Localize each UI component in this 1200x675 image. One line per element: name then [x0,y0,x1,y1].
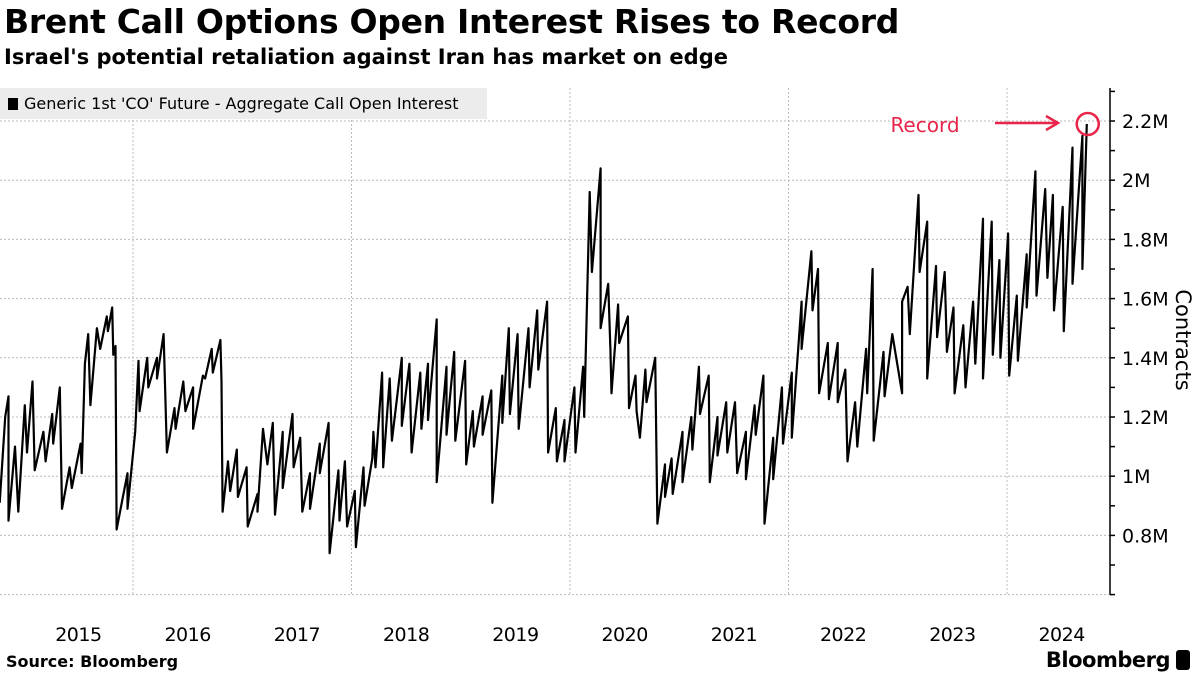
logo-text: Bloomberg [1045,648,1171,672]
record-annotation: Record [890,111,1101,137]
y-axis-label: Contracts [1171,289,1195,390]
bloomberg-mark-icon [1176,650,1190,670]
record-label: Record [890,113,959,137]
x-tick-label: 2018 [383,624,429,646]
bloomberg-logo: Bloomberg [1046,648,1190,672]
y-tick-label: 1.6M [1122,289,1169,311]
y-tick-label: 1M [1122,466,1150,488]
x-tick-label: 2015 [55,624,101,646]
x-tick-label: 2017 [274,624,320,646]
x-tick-label: 2016 [164,624,210,646]
x-tick-label: 2019 [492,624,538,646]
legend-label: Generic 1st 'CO' Future - Aggregate Call… [24,94,459,113]
record-circle [1075,111,1101,137]
x-tick-label: 2023 [929,624,975,646]
y-tick-label: 1.2M [1122,407,1169,429]
legend-swatch [8,97,18,110]
y-axis: 0.8M 1M 1.2M 1.4M 1.6M 1.8M 2M 2.2M [1109,88,1169,596]
x-tick-label: 2021 [711,624,757,646]
x-tick-label: 2020 [601,624,647,646]
gridlines [0,88,1110,596]
record-arrowhead [1045,114,1061,132]
y-tick-label: 2M [1122,170,1150,192]
chart-subtitle: Israel's potential retaliation against I… [4,45,728,69]
series-layer [0,123,1088,555]
series-line [0,123,1088,555]
source-note: Source: Bloomberg [6,652,179,671]
x-tick-label: 2022 [820,624,866,646]
legend: Generic 1st 'CO' Future - Aggregate Call… [0,88,487,119]
y-tick-label: 0.8M [1122,525,1169,547]
y-tick-label: 1.8M [1122,229,1169,251]
y-tick-label: 2.2M [1122,111,1169,133]
x-tick-label: 2024 [1038,624,1085,646]
x-axis: 2015 2016 2017 2018 2019 2020 2021 2022 2023 2024 [55,624,1086,646]
y-tick-label: 1.4M [1122,348,1169,370]
chart-title: Brent Call Options Open Interest Rises t… [4,2,900,41]
